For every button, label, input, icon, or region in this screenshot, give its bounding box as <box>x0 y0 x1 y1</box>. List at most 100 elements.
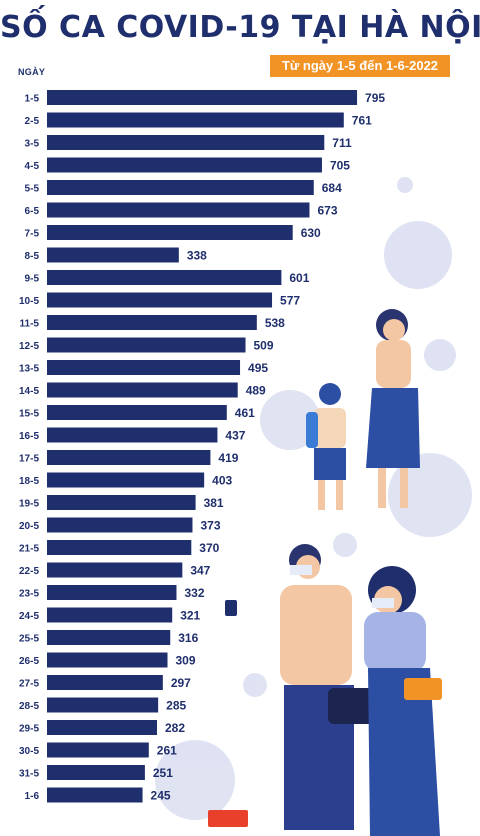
data-label: 297 <box>171 676 191 690</box>
bar-10-5 <box>47 292 273 308</box>
category-label: 29-5 <box>19 724 39 735</box>
data-label: 489 <box>246 384 266 398</box>
bar-22-5 <box>47 562 183 578</box>
data-label: 316 <box>178 631 198 645</box>
data-label: 370 <box>199 541 219 555</box>
data-label: 577 <box>280 294 300 308</box>
bar-7-5 <box>47 225 293 240</box>
bar-3-5 <box>47 135 325 150</box>
bar-23-5 <box>47 585 177 600</box>
category-label: 5-5 <box>25 184 40 195</box>
data-label: 373 <box>200 519 220 533</box>
category-label: 4-5 <box>25 161 40 172</box>
data-label: 309 <box>176 654 196 668</box>
category-label: 16-5 <box>19 431 39 442</box>
data-label: 282 <box>165 721 185 735</box>
category-label: 1-5 <box>25 94 40 105</box>
data-label: 245 <box>151 789 171 803</box>
bar-18-5 <box>47 472 205 488</box>
bar-16-5 <box>47 427 218 443</box>
bar-24-5 <box>47 607 173 623</box>
category-label: 28-5 <box>19 701 39 712</box>
bar-13-5 <box>47 360 241 375</box>
data-label: 601 <box>289 271 309 285</box>
category-label: 20-5 <box>19 521 39 532</box>
bar-25-5 <box>47 630 171 645</box>
category-label: 14-5 <box>19 386 39 397</box>
category-label: 11-5 <box>20 319 40 330</box>
boy-figure <box>306 383 346 510</box>
bar-11-5 <box>47 315 257 330</box>
category-label: 23-5 <box>19 589 39 600</box>
category-label: 17-5 <box>19 454 39 465</box>
data-label: 684 <box>322 181 342 195</box>
bar-30-5 <box>47 742 149 758</box>
bar-15-5 <box>47 405 227 420</box>
bar-8-5 <box>47 247 179 263</box>
virus-illustration <box>155 177 472 820</box>
man-figure <box>225 544 378 830</box>
bar-19-5 <box>47 495 196 510</box>
category-label: 7-5 <box>25 229 40 240</box>
brand-logo <box>208 810 248 827</box>
category-label: 3-5 <box>25 139 40 150</box>
category-label: 22-5 <box>19 566 39 577</box>
woman-figure <box>364 566 442 836</box>
bar-1-6 <box>47 787 143 803</box>
category-label: 30-5 <box>19 746 39 757</box>
bar-20-5 <box>47 517 193 533</box>
category-label: 8-5 <box>25 251 40 262</box>
data-label: 338 <box>187 249 207 263</box>
category-label: 10-5 <box>19 296 39 307</box>
category-label: 6-5 <box>25 206 40 217</box>
data-label: 795 <box>365 91 385 105</box>
category-label: 1-6 <box>25 791 40 802</box>
bar-2-5 <box>47 112 344 128</box>
category-label: 2-5 <box>25 116 40 127</box>
data-label: 332 <box>184 586 204 600</box>
data-label: 321 <box>180 609 200 623</box>
category-label: 31-5 <box>19 769 39 780</box>
bar-6-5 <box>47 202 310 218</box>
category-label: 19-5 <box>19 499 39 510</box>
bar-1-5 <box>47 90 358 105</box>
data-label: 261 <box>157 744 177 758</box>
data-label: 347 <box>190 564 210 578</box>
data-label: 761 <box>352 114 372 128</box>
data-label: 461 <box>235 406 255 420</box>
category-label: 26-5 <box>19 656 39 667</box>
category-label: 12-5 <box>19 341 39 352</box>
data-label: 538 <box>265 316 285 330</box>
category-label: 27-5 <box>19 679 39 690</box>
bar-4-5 <box>47 157 322 173</box>
date-range-banner: Từ ngày 1-5 đến 1-6-2022 <box>270 55 450 77</box>
bar-26-5 <box>47 652 168 668</box>
data-label: 403 <box>212 474 232 488</box>
data-label: 705 <box>330 159 350 173</box>
category-label: 21-5 <box>19 544 39 555</box>
bar-31-5 <box>47 765 145 780</box>
bar-14-5 <box>47 382 238 398</box>
data-label: 673 <box>317 204 337 218</box>
category-label: 18-5 <box>19 476 39 487</box>
category-label: 24-5 <box>19 611 39 622</box>
girl-figure <box>366 309 420 508</box>
page-title: SỐ CA COVID-19 TẠI HÀ NỘI <box>0 10 480 45</box>
bar-17-5 <box>47 450 211 465</box>
data-label: 711 <box>332 136 352 150</box>
data-label: 381 <box>204 496 224 510</box>
data-label: 285 <box>166 699 186 713</box>
bar-27-5 <box>47 675 163 690</box>
category-label: 13-5 <box>19 364 39 375</box>
category-label: 9-5 <box>25 274 40 285</box>
data-label: 630 <box>301 226 321 240</box>
data-label: 509 <box>254 339 274 353</box>
category-label: 15-5 <box>19 409 39 420</box>
data-label: 419 <box>218 451 238 465</box>
y-axis-label: NGÀY <box>18 67 46 77</box>
bar-29-5 <box>47 720 157 735</box>
bar-28-5 <box>47 697 159 713</box>
category-label: 25-5 <box>19 634 39 645</box>
